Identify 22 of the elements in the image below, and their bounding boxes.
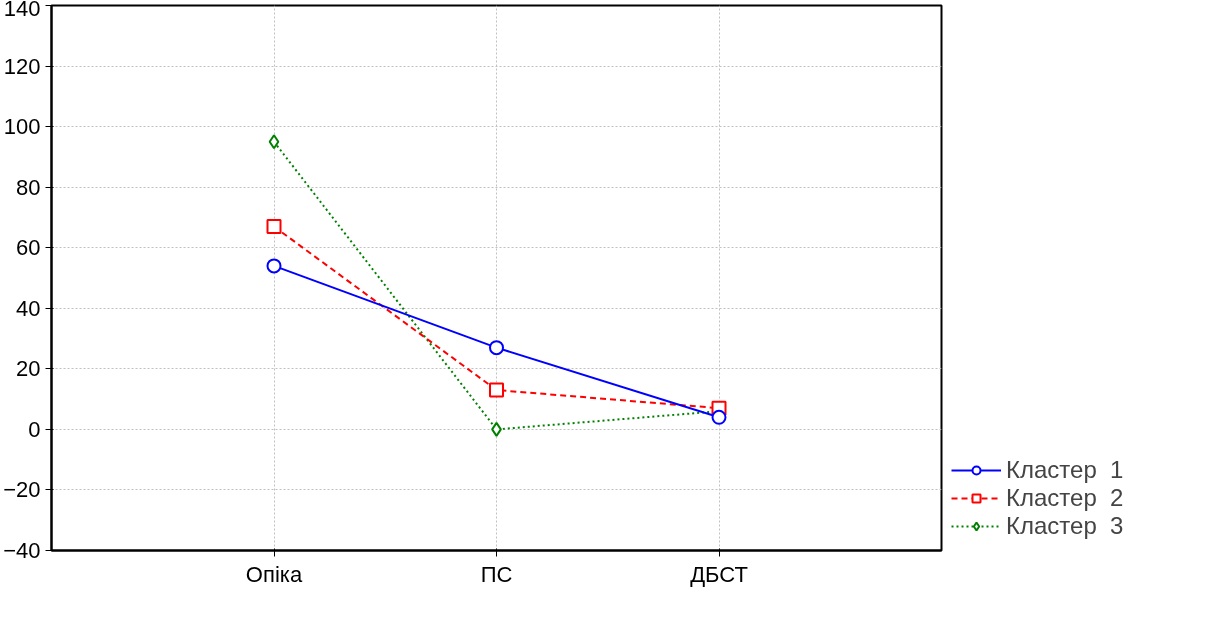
legend-label: Кластер 1 bbox=[1006, 456, 1124, 484]
y-tick-label: 20 bbox=[16, 356, 41, 382]
legend-label: Кластер 3 bbox=[1006, 512, 1124, 540]
y-tick-label: 40 bbox=[16, 295, 41, 321]
x-tick-label: ПС bbox=[480, 561, 513, 587]
point bbox=[266, 219, 282, 235]
legend-label: Кластер 2 bbox=[1006, 484, 1124, 512]
x-tick-label: ДБСТ bbox=[690, 561, 748, 587]
point bbox=[489, 340, 504, 356]
point bbox=[266, 258, 282, 274]
y-tick-label: 60 bbox=[16, 235, 41, 261]
y-tick-label: 100 bbox=[3, 114, 41, 140]
point bbox=[489, 382, 504, 398]
y-tick-label: 140 bbox=[3, 0, 41, 21]
x-tick-label: Опіка bbox=[245, 561, 303, 587]
point bbox=[268, 134, 280, 150]
y-tick-label: −40 bbox=[3, 538, 41, 563]
y-tick-label: −20 bbox=[3, 477, 41, 503]
y-tick-label: 120 bbox=[3, 53, 41, 79]
point bbox=[711, 409, 727, 425]
y-tick-label: 80 bbox=[16, 174, 41, 200]
y-tick-label: 0 bbox=[28, 416, 41, 442]
